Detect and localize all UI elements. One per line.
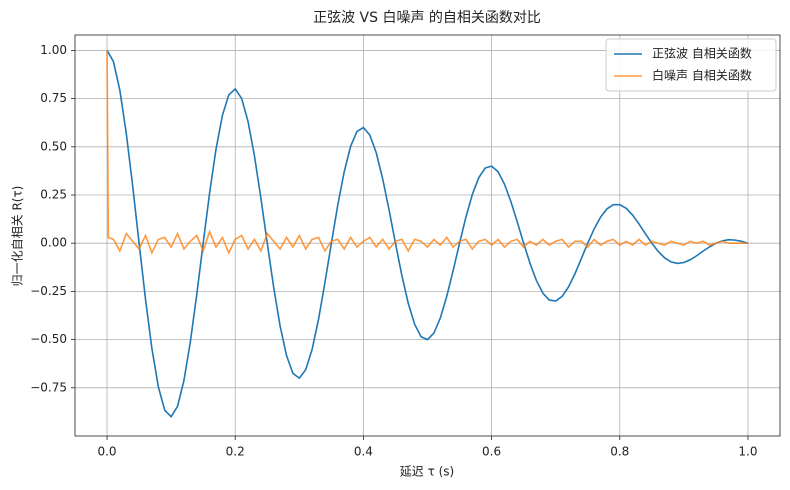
plot-frame [74,34,781,437]
y-tick-label: 0.25 [40,188,67,202]
x-tick-label: 0.6 [482,445,501,459]
y-tick-label: 0.50 [40,139,67,153]
legend-label: 白噪声 自相关函数 [652,68,752,83]
x-tick-label: 0.8 [610,445,629,459]
x-tick-label: 0.2 [226,445,245,459]
x-tick-label: 0.4 [354,445,373,459]
x-axis-label: 延迟 τ (s) [400,465,454,479]
x-tick-label: 0.0 [97,445,116,459]
legend-box [605,38,777,92]
x-tick-label: 1.0 [738,445,757,459]
y-tick-label: −0.25 [30,284,67,298]
y-tick-label: −0.50 [30,332,67,346]
legend-label: 正弦波 自相关函数 [652,46,752,61]
y-tick-label: −0.75 [30,380,67,394]
series-line [106,50,749,419]
chart-title: 正弦波 VS 白噪声 的自相关函数对比 [313,10,541,26]
y-tick-label: 1.00 [40,43,67,57]
y-tick-label: 0.00 [40,236,67,250]
y-tick-label: 0.75 [40,91,67,105]
series-line [106,50,748,255]
y-axis-label: 归一化自相关 R(τ) [11,186,25,287]
